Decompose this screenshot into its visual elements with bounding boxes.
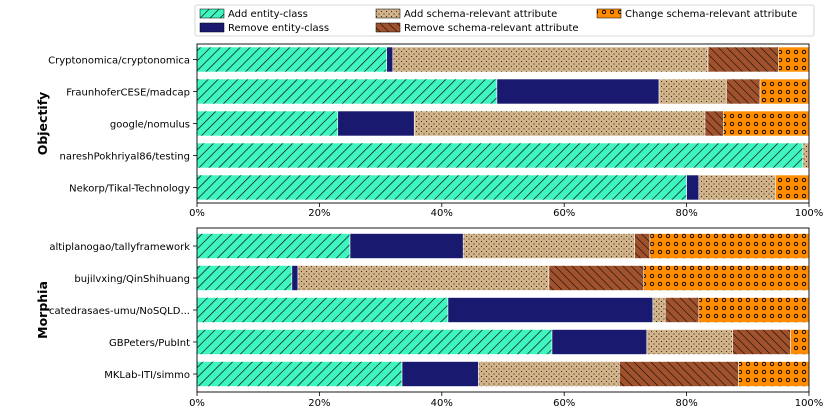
x-tick-label: 100%: [795, 398, 824, 409]
x-tick-label: 60%: [553, 208, 575, 219]
x-tick-label: 0%: [189, 208, 205, 219]
group-label-objectify: Objectify: [35, 92, 50, 156]
bar-objectify-google-nomulus-remove_entity: [337, 110, 415, 137]
chart-panels: Cryptonomica/cryptonomica FraunhoferCESE/…: [35, 43, 824, 409]
x-tick-label: 20%: [308, 398, 330, 409]
bar-morphia-mklab-iti-simmo-remove_attr: [618, 361, 739, 387]
bar-objectify-fraunhofercese-madcap-change_attr: [759, 78, 810, 105]
bar-morphia-catedrasaes-umu-nosqld-add_attr: [652, 297, 666, 323]
bar-morphia-gbpeters-pubint-add_entity: [196, 329, 553, 355]
legend-swatch-remove-schema-relevant-attribute: [375, 22, 401, 33]
bar-objectify-fraunhofercese-madcap-remove_entity: [496, 78, 660, 105]
legend-swatch-add-schema-relevant-attribute: [375, 8, 401, 19]
x-tick-label: 0%: [189, 398, 205, 409]
legend-frame: [194, 4, 815, 37]
bar-objectify-google-nomulus-add_entity: [196, 110, 339, 137]
legend-swatch-change-schema-relevant-attribute: [596, 8, 622, 19]
bar-morphia-catedrasaes-umu-nosqld-remove_entity: [447, 297, 654, 323]
x-tick-label: 100%: [795, 208, 824, 219]
panel-morphia: altiplanogao/tallyframework bujilvxing/Qi…: [35, 227, 824, 409]
x-tick-label: 80%: [675, 208, 697, 219]
category-label-gbpeters-pubint: GBPeters/PubInt: [109, 338, 190, 349]
bar-morphia-catedrasaes-umu-nosqld-remove_attr: [664, 297, 700, 323]
bar-morphia-catedrasaes-umu-nosqld-change_attr: [698, 297, 810, 323]
bar-objectify-nekorp-tikal-technology-change_attr: [775, 174, 810, 201]
bar-objectify-fraunhofercese-madcap-add_entity: [196, 78, 498, 105]
x-tick-label: 40%: [431, 208, 453, 219]
bar-objectify-nareshpokhriyal86-testing-add_attr: [802, 142, 810, 169]
legend-label-remove-schema-relevant-attribute: Remove schema-relevant attribute: [404, 23, 579, 34]
bar-morphia-catedrasaes-umu-nosqld-add_entity: [196, 297, 449, 323]
bar-morphia-gbpeters-pubint-change_attr: [790, 329, 810, 355]
bar-morphia-gbpeters-pubint-remove_attr: [732, 329, 791, 355]
category-label-fraunhofercese-madcap: FraunhoferCESE/madcap: [66, 88, 190, 99]
panel-objectify: Cryptonomica/cryptonomica FraunhoferCESE/…: [35, 43, 824, 219]
bar-objectify-google-nomulus-add_attr: [413, 110, 706, 137]
bar-objectify-google-nomulus-remove_attr: [704, 110, 724, 137]
bar-objectify-cryptonomica-cryptonomica-add_entity: [196, 46, 388, 73]
bar-morphia-altiplanogao-tallyframework-add_entity: [196, 233, 351, 259]
bar-morphia-bujilvxing-qinshihuang-add_entity: [196, 265, 293, 291]
category-label-altiplanogao-tallyframework: altiplanogao/tallyframework: [49, 242, 190, 253]
bar-morphia-bujilvxing-qinshihuang-change_attr: [643, 265, 810, 291]
bar-morphia-bujilvxing-qinshihuang-remove_attr: [548, 265, 645, 291]
bar-morphia-bujilvxing-qinshihuang-remove_entity: [291, 265, 299, 291]
bar-objectify-cryptonomica-cryptonomica-change_attr: [778, 46, 810, 73]
legend-label-add-entity-class: Add entity-class: [228, 9, 308, 20]
bar-objectify-google-nomulus-change_attr: [723, 110, 810, 137]
bar-objectify-cryptonomica-cryptonomica-remove_attr: [707, 46, 779, 73]
category-label-nekorp-tikal-technology: Nekorp/Tikal-Technology: [69, 184, 190, 195]
bar-objectify-nekorp-tikal-technology-add_entity: [196, 174, 687, 201]
category-label-google-nomulus: google/nomulus: [110, 120, 190, 131]
x-tick-label: 40%: [431, 398, 453, 409]
bar-morphia-gbpeters-pubint-add_attr: [646, 329, 733, 355]
bar-morphia-mklab-iti-simmo-change_attr: [738, 361, 810, 387]
bar-objectify-nekorp-tikal-technology-remove_entity: [686, 174, 700, 201]
legend-swatch-remove-entity-class: [199, 22, 225, 33]
bar-objectify-nekorp-tikal-technology-add_attr: [698, 174, 776, 201]
legend-swatch-add-entity-class: [199, 8, 225, 19]
legend-label-change-schema-relevant-attribute: Change schema-relevant attribute: [625, 9, 797, 20]
bar-objectify-fraunhofercese-madcap-add_attr: [658, 78, 727, 105]
bar-morphia-altiplanogao-tallyframework-add_attr: [462, 233, 635, 259]
axes-frame-morphia: [196, 227, 810, 393]
bar-objectify-cryptonomica-cryptonomica-add_attr: [392, 46, 709, 73]
axes-frame-objectify: [196, 43, 810, 204]
category-label-mklab-iti-simmo: MKLab-ITI/simmo: [104, 370, 190, 381]
bar-morphia-altiplanogao-tallyframework-remove_entity: [349, 233, 464, 259]
bar-objectify-cryptonomica-cryptonomica-remove_entity: [386, 46, 394, 73]
bar-morphia-gbpeters-pubint-remove_entity: [551, 329, 648, 355]
bar-objectify-nareshpokhriyal86-testing-add_entity: [196, 142, 804, 169]
bar-morphia-bujilvxing-qinshihuang-add_attr: [297, 265, 550, 291]
legend-label-add-schema-relevant-attribute: Add schema-relevant attribute: [404, 9, 557, 20]
category-label-cryptonomica-cryptonomica: Cryptonomica/cryptonomica: [48, 56, 190, 67]
group-label-morphia: Morphia: [35, 281, 50, 339]
bar-morphia-altiplanogao-tallyframework-remove_attr: [634, 233, 651, 259]
legend-label-remove-entity-class: Remove entity-class: [228, 23, 329, 34]
legend: Add entity-class Remove entity-class Add s…: [194, 4, 815, 37]
bar-morphia-mklab-iti-simmo-add_attr: [478, 361, 620, 387]
x-tick-label: 80%: [675, 398, 697, 409]
category-label-bujilvxing-qinshihuang: bujilvxing/QinShihuang: [74, 274, 190, 285]
bar-morphia-altiplanogao-tallyframework-change_attr: [649, 233, 810, 259]
bar-objectify-fraunhofercese-madcap-remove_attr: [726, 78, 761, 105]
bar-morphia-mklab-iti-simmo-add_entity: [196, 361, 403, 387]
bar-morphia-mklab-iti-simmo-remove_entity: [401, 361, 479, 387]
category-label-catedrasaes-umu-nosqld: catedrasaes-umu/NoSQLD...: [49, 306, 190, 317]
category-label-nareshpokhriyal86-testing: nareshPokhriyal86/testing: [60, 152, 190, 163]
x-tick-label: 60%: [553, 398, 575, 409]
x-tick-label: 20%: [308, 208, 330, 219]
